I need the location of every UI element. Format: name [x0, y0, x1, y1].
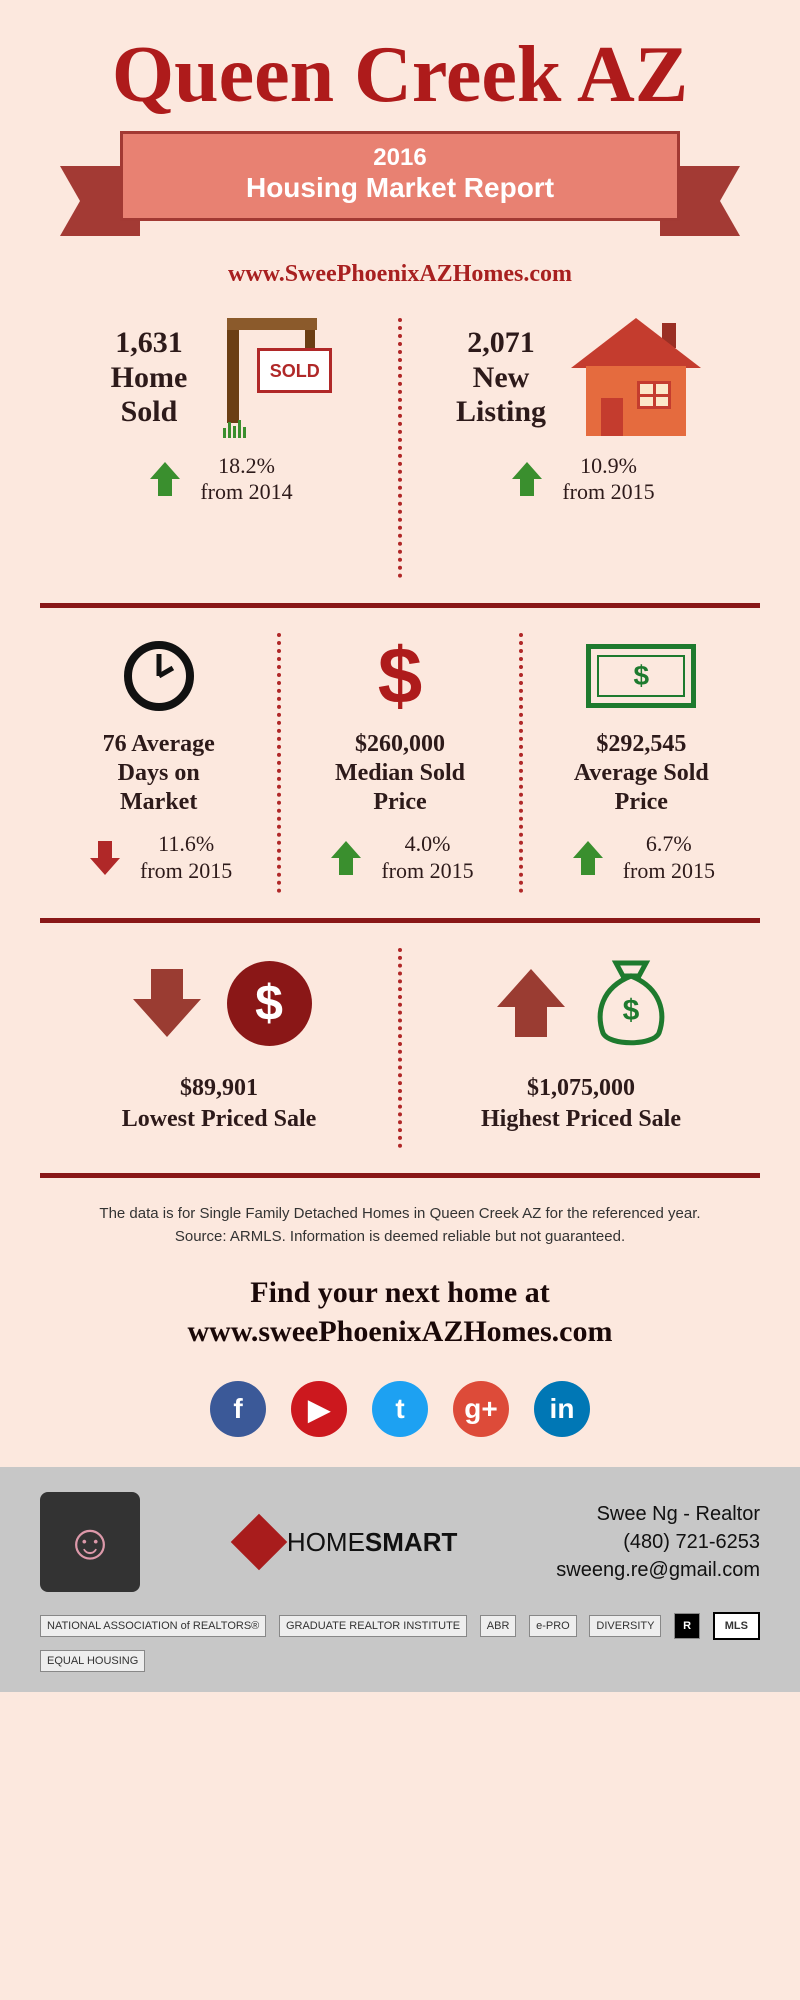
contact-info: Swee Ng - Realtor (480) 721-6253 sweeng.…: [556, 1500, 760, 1584]
arrow-up-icon: [507, 459, 547, 499]
svg-text:$: $: [623, 994, 640, 1027]
stat-average-price: $ $292,545 Average Sold Price 6.7% from …: [523, 633, 760, 893]
twitter-icon[interactable]: t: [372, 1381, 428, 1437]
youtube-icon[interactable]: ▶: [291, 1381, 347, 1437]
section-divider: [40, 918, 760, 923]
cert-badge: MLS: [713, 1612, 760, 1640]
dollar-icon: $: [378, 641, 423, 711]
cert-badge: NATIONAL ASSOCIATION of REALTORS®: [40, 1615, 266, 1637]
clock-icon: [124, 641, 194, 711]
ribbon-banner: 2016 Housing Market Report: [40, 131, 760, 251]
homes-sold-value: 1,631: [115, 326, 183, 359]
highest-price-stat: $ $1,075,000 Highest Priced Sale: [402, 948, 760, 1148]
ribbon-subtitle: Housing Market Report: [123, 172, 677, 204]
cta-text: Find your next home at www.sweePhoenixAZ…: [40, 1273, 760, 1351]
arrow-up-icon: [326, 838, 366, 878]
cert-badge: R: [674, 1613, 700, 1639]
certification-badges: NATIONAL ASSOCIATION of REALTORS® GRADUAT…: [40, 1612, 760, 1672]
realtor-photo: ☺: [40, 1492, 140, 1592]
top-stats-row: 1,631 Home Sold SOLD 18.2% from 2014: [40, 318, 760, 578]
cert-badge: DIVERSITY: [589, 1615, 661, 1637]
cert-badge: ABR: [480, 1615, 517, 1637]
cert-badge: GRADUATE REALTOR INSTITUTE: [279, 1615, 467, 1637]
arrow-down-icon: [127, 963, 207, 1043]
social-icons-row: f ▶ t g+ in: [40, 1381, 760, 1437]
stat-homes-sold: 1,631 Home Sold SOLD 18.2% from 2014: [40, 318, 398, 578]
house-icon: [566, 318, 706, 438]
linkedin-icon[interactable]: in: [534, 1381, 590, 1437]
price-extremes-row: $ $89,901 Lowest Priced Sale $: [40, 948, 760, 1148]
facebook-icon[interactable]: f: [210, 1381, 266, 1437]
stat-new-listings: 2,071 New Listing 10.: [402, 318, 760, 578]
coin-icon: $: [227, 961, 312, 1046]
ribbon-year: 2016: [123, 144, 677, 172]
new-listings-value: 2,071: [467, 326, 535, 359]
stat-days-on-market: 76 Average Days on Market 11.6% from 201…: [40, 633, 277, 893]
cert-badge: EQUAL HOUSING: [40, 1650, 145, 1672]
footnote-text: The data is for Single Family Detached H…: [80, 1203, 720, 1248]
money-bag-icon: $: [591, 958, 671, 1048]
arrow-up-icon: [568, 838, 608, 878]
stat-median-price: $ $260,000 Median Sold Price 4.0% from 2…: [281, 633, 518, 893]
section-divider: [40, 1173, 760, 1178]
arrow-down-icon: [85, 838, 125, 878]
dollar-bill-icon: $: [586, 644, 696, 708]
googleplus-icon[interactable]: g+: [453, 1381, 509, 1437]
homesmart-logo: HOMESMART: [239, 1522, 457, 1562]
homes-sold-change: 18.2%: [218, 453, 275, 478]
cert-badge: e-PRO: [529, 1615, 577, 1637]
new-listings-change: 10.9%: [580, 453, 637, 478]
lowest-price-stat: $ $89,901 Lowest Priced Sale: [40, 948, 398, 1148]
website-url-top[interactable]: www.SweePhoenixAZHomes.com: [40, 261, 760, 288]
page-title: Queen Creek AZ: [40, 30, 760, 121]
arrow-up-icon: [145, 459, 185, 499]
footer: ☺ HOMESMART Swee Ng - Realtor (480) 721-…: [0, 1467, 800, 1692]
sold-sign-icon: SOLD: [207, 318, 327, 438]
mid-stats-row: 76 Average Days on Market 11.6% from 201…: [40, 633, 760, 893]
arrow-up-icon: [491, 963, 571, 1043]
section-divider: [40, 603, 760, 608]
